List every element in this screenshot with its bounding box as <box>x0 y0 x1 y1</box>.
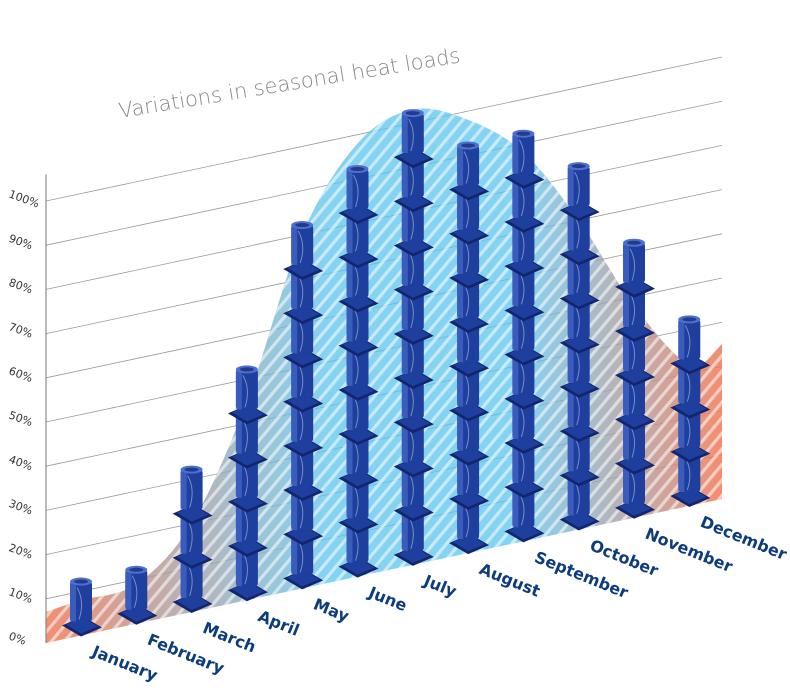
heat-load-marker <box>227 453 268 513</box>
heat-load-marker <box>338 165 379 225</box>
y-tick-label: 80% <box>7 276 34 297</box>
seasonal-curve <box>46 108 722 644</box>
heat-load-marker <box>559 294 600 354</box>
heat-load-marker <box>449 141 490 201</box>
heat-load-marker <box>615 282 655 342</box>
curve-hatching <box>46 108 722 644</box>
heat-load-marker <box>559 338 600 398</box>
month-label: May <box>311 595 353 627</box>
y-tick-label: 50% <box>7 409 34 430</box>
heat-load-marker <box>393 241 434 301</box>
heat-load-marker <box>227 365 268 425</box>
y-tick-label: 100% <box>7 188 41 211</box>
y-tick-label: 70% <box>7 320 34 341</box>
heat-load-marker <box>62 577 102 637</box>
y-axis: 0% 10% 20% 30% 40% 50% 60% 70% 80% 90% 100% <box>7 174 47 648</box>
heat-load-marker <box>615 238 655 298</box>
month-label: March <box>200 618 259 656</box>
y-tick-label: 40% <box>7 453 34 474</box>
y-tick-label: 60% <box>7 364 34 385</box>
heat-load-marker <box>283 221 324 281</box>
heat-load-marker <box>504 129 545 189</box>
y-tick-label: 10% <box>7 585 34 606</box>
month-label: April <box>255 606 302 640</box>
y-tick-label: 0% <box>7 630 28 648</box>
month-label: July <box>420 571 459 602</box>
y-tick-label: 20% <box>7 541 34 562</box>
y-tick-label: 90% <box>7 232 34 253</box>
heat-load-marker <box>559 162 600 222</box>
heat-load-marker <box>504 350 545 410</box>
heat-load-marker <box>117 565 158 625</box>
heat-load-marker <box>670 315 711 375</box>
y-tick-label: 30% <box>7 497 34 518</box>
heat-load-markers <box>62 109 711 637</box>
heat-load-marker <box>227 409 268 469</box>
month-label: June <box>365 582 410 615</box>
heat-load-marker <box>283 309 324 369</box>
heat-load-marker <box>338 386 379 446</box>
heat-load-marker <box>172 465 213 525</box>
heat-load-marker <box>393 109 434 169</box>
heat-load-marker <box>615 415 655 475</box>
